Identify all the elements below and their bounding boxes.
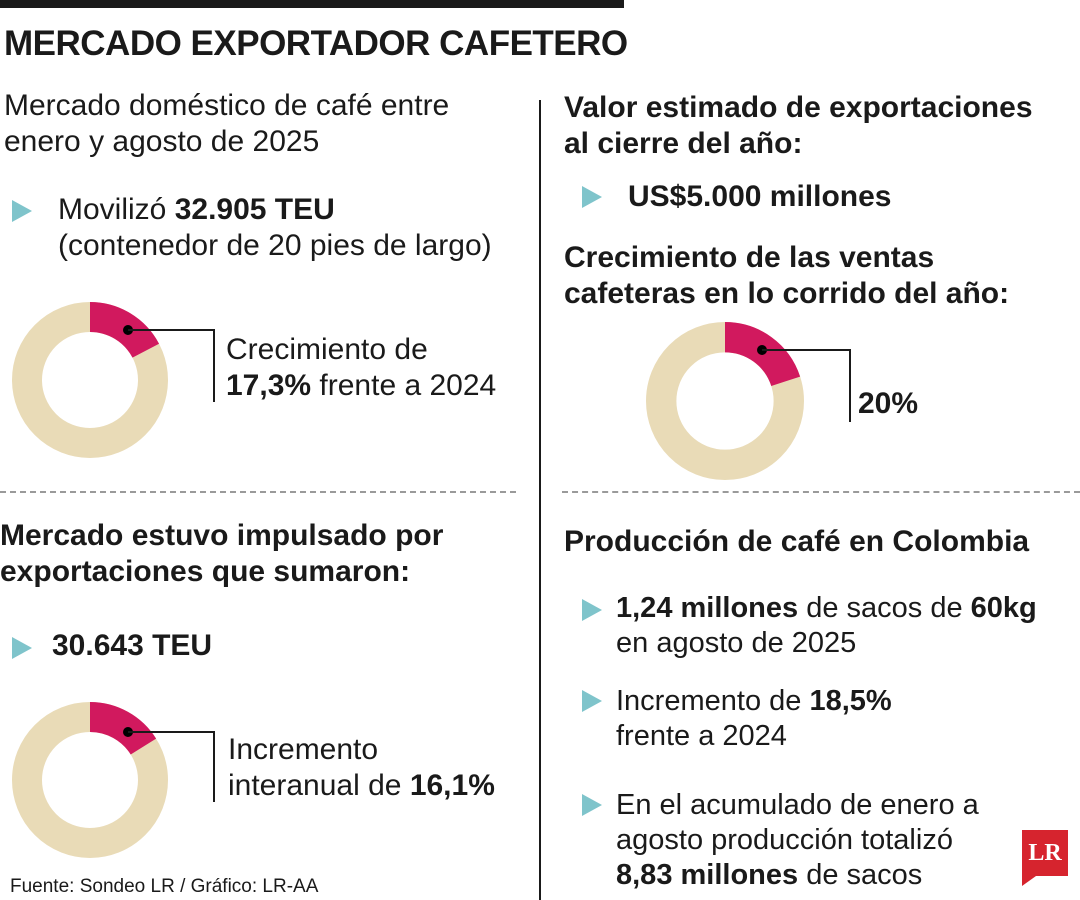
donut-segment bbox=[89, 702, 157, 756]
annual-increase-donut-chart bbox=[12, 702, 168, 858]
bullet-triangle-icon bbox=[12, 200, 32, 222]
export-value-heading: Valor estimado de exportaciones al cierr… bbox=[564, 91, 1033, 160]
production-heading: Producción de café en Colombia bbox=[564, 525, 1030, 558]
domestic-market-heading: Mercado doméstico de café entre enero y … bbox=[4, 89, 450, 158]
bullet-triangle-icon bbox=[582, 794, 602, 816]
column-divider bbox=[539, 100, 541, 900]
left-dashed-divider bbox=[0, 491, 516, 493]
exports-teu-value: 30.643 TEU bbox=[52, 629, 213, 662]
bullet-triangle-icon bbox=[582, 599, 602, 621]
annual-increase-label: Incremento interanual de 16,1% bbox=[228, 733, 495, 802]
source-credit: Fuente: Sondeo LR / Gráfico: LR-AA bbox=[10, 876, 319, 897]
lr-logo-tail bbox=[1022, 876, 1036, 886]
lr-logo: LR bbox=[1022, 830, 1068, 876]
annual-increase-value: 16,1% bbox=[409, 769, 495, 802]
growth-value: 17,3% bbox=[226, 369, 312, 402]
growth-donut-label: Crecimiento de 17,3% frente a 2024 bbox=[226, 333, 497, 402]
page-title: MERCADO EXPORTADOR CAFETERO bbox=[4, 24, 628, 63]
sales-growth-heading: Crecimiento de las ventas cafeteras en l… bbox=[564, 241, 1010, 310]
sales-growth-value: 20% bbox=[858, 387, 919, 420]
exports-heading: Mercado estuvo impulsado por exportacion… bbox=[0, 519, 444, 588]
growth-donut-chart bbox=[12, 302, 168, 458]
leader-line bbox=[123, 727, 215, 802]
teu-mobilized-text: Movilizó 32.905 TEU (contenedor de 20 pi… bbox=[58, 193, 492, 262]
export-value: US$5.000 millones bbox=[628, 180, 892, 213]
bullet-triangle-icon bbox=[582, 690, 602, 712]
leader-line bbox=[757, 345, 851, 422]
leader-line bbox=[123, 325, 215, 402]
donut-segment bbox=[89, 302, 160, 359]
production-item-august: 1,24 millones de sacos de 60kg en agosto… bbox=[616, 592, 1037, 659]
right-dashed-divider bbox=[562, 491, 1080, 493]
bullet-triangle-icon bbox=[12, 637, 32, 659]
bullet-triangle-icon bbox=[582, 186, 602, 208]
top-rule bbox=[0, 0, 624, 8]
teu-mobilized-value: 32.905 TEU bbox=[174, 193, 335, 226]
production-item-accumulated: En el acumulado de enero a agosto produc… bbox=[616, 789, 979, 891]
production-item-increase: Incremento de 18,5% frente a 2024 bbox=[616, 685, 892, 752]
